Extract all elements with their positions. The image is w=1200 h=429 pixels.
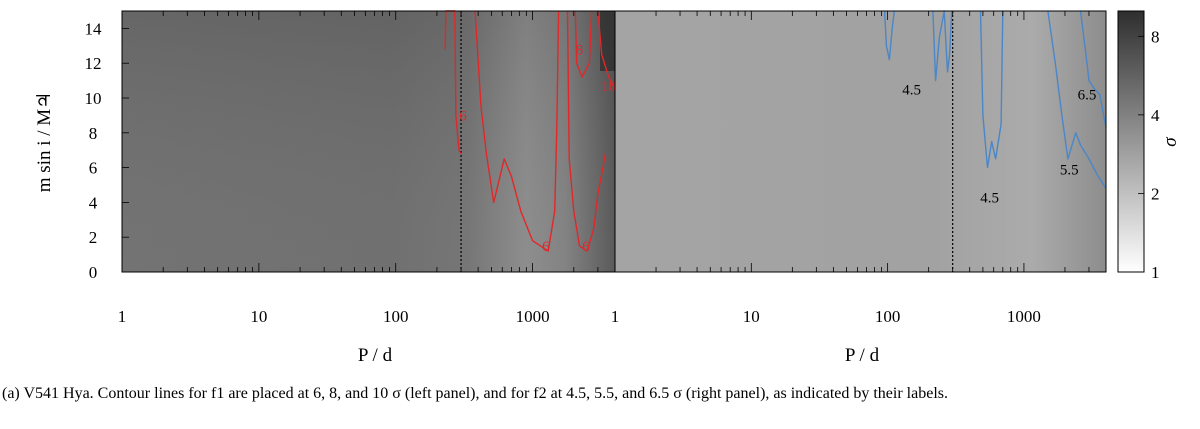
contour-label: 5.5 bbox=[1060, 163, 1079, 179]
left-panel: 6 6 6 8 10 0 2 4 6 8 10 12 14 1 10 100 1000 P / d m si… bbox=[34, 10, 616, 366]
contour-label: 4.5 bbox=[980, 190, 999, 206]
right-x-axis-title: P / d bbox=[845, 345, 880, 366]
contour-line-6-5 bbox=[1079, 10, 1107, 128]
colorbar-ticks: 1 2 4 8 bbox=[1138, 27, 1160, 282]
contour-label: 4.5 bbox=[902, 83, 921, 99]
contour-label: 6.5 bbox=[1078, 88, 1097, 104]
colorbar-tick-label: 8 bbox=[1151, 27, 1160, 46]
colorbar-title: σ bbox=[1160, 137, 1181, 147]
contour-label: 6 bbox=[459, 109, 467, 125]
contour-line-4-5 bbox=[883, 10, 895, 61]
contour-label: 6 bbox=[542, 239, 550, 255]
colorbar: 1 2 4 8 σ bbox=[1117, 10, 1181, 282]
x-tick-label: 100 bbox=[383, 307, 409, 326]
contour-line-6 bbox=[566, 10, 606, 252]
x-tick-label: 100 bbox=[875, 307, 901, 326]
x-tick-label: 1000 bbox=[516, 307, 550, 326]
colorbar-tick-label: 4 bbox=[1151, 106, 1160, 125]
colorbar-gradient bbox=[1117, 10, 1145, 273]
y-tick-label: 2 bbox=[89, 228, 98, 247]
right-panel: 4.5 4.5 5.5 6.5 1 10 100 1000 P / d bbox=[611, 10, 1107, 366]
x-tick-label: 10 bbox=[250, 307, 267, 326]
left-x-ticks: 1 10 100 1000 bbox=[118, 11, 616, 326]
y-axis-title: m sin i / M♃ bbox=[34, 92, 55, 192]
left-contour-labels: 6 6 6 8 10 bbox=[459, 43, 616, 256]
x-tick-label: 1 bbox=[611, 307, 620, 326]
contour-label: 6 bbox=[582, 239, 590, 255]
x-tick-label: 10 bbox=[743, 307, 760, 326]
colorbar-tick-label: 2 bbox=[1151, 184, 1160, 203]
contour-line-5-5 bbox=[1047, 10, 1107, 189]
y-tick-label: 12 bbox=[85, 54, 102, 73]
contour-line-6 bbox=[444, 10, 462, 155]
left-x-axis-title: P / d bbox=[358, 345, 393, 366]
contour-line-10 bbox=[597, 10, 616, 90]
colorbar-tick-label: 1 bbox=[1151, 263, 1160, 282]
x-tick-label: 1000 bbox=[1007, 307, 1041, 326]
contour-line-8 bbox=[574, 10, 593, 78]
contour-line-6 bbox=[474, 10, 560, 252]
right-heatmap bbox=[615, 11, 1106, 272]
right-contours bbox=[883, 10, 1107, 189]
right-frame bbox=[614, 10, 1107, 273]
right-x-ticks: 1 10 100 1000 bbox=[611, 11, 1107, 326]
right-contour-labels: 4.5 4.5 5.5 6.5 bbox=[902, 83, 1096, 207]
y-tick-label: 4 bbox=[89, 193, 98, 212]
y-tick-label: 6 bbox=[89, 159, 98, 178]
y-tick-label: 10 bbox=[85, 89, 102, 108]
left-heatmap-dark-corner bbox=[600, 11, 615, 71]
x-tick-label: 1 bbox=[118, 307, 127, 326]
contour-line-4-5 bbox=[979, 10, 1004, 169]
contour-label: 10 bbox=[601, 79, 616, 95]
contour-label: 8 bbox=[576, 43, 584, 59]
figure-caption: (a) V541 Hya. Contour lines for f1 are p… bbox=[2, 385, 948, 402]
y-tick-label: 0 bbox=[89, 263, 98, 282]
y-tick-label: 8 bbox=[89, 124, 98, 143]
y-tick-label: 14 bbox=[85, 19, 103, 38]
left-contours bbox=[444, 10, 616, 252]
left-y-ticks: 0 2 4 6 8 10 12 14 bbox=[85, 19, 129, 282]
left-heatmap-shade bbox=[122, 11, 615, 272]
